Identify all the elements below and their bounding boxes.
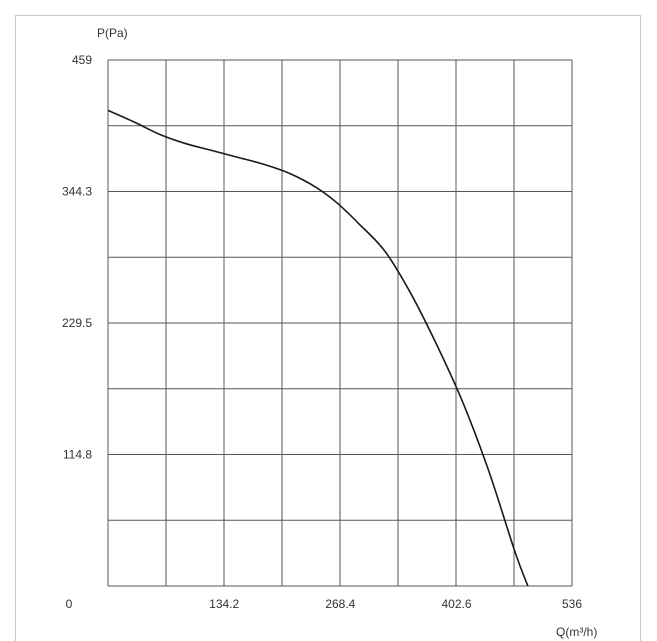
x-tick-label: 134.2 [209, 597, 239, 611]
y-tick-label: 229.5 [62, 316, 92, 330]
x-tick-label: 268.4 [325, 597, 355, 611]
series-line [107, 109, 529, 587]
x-tick-label: 536 [562, 597, 582, 611]
x-tick-label: 402.6 [442, 597, 472, 611]
chart-frame [15, 15, 641, 641]
y-tick-label: 114.8 [63, 447, 92, 461]
grid [107, 59, 573, 587]
y-tick-label: 344.3 [62, 184, 92, 198]
tick-labels: 0 134.2 268.4 402.6 536 114.8 229.5 344.3 459 [62, 53, 582, 611]
y-tick-label: 459 [72, 53, 92, 67]
x-axis-label: Q(m³/h) [556, 625, 597, 639]
y-axis-label: P(Pa) [97, 26, 128, 40]
x-tick-label: 0 [66, 597, 73, 611]
series-layer [107, 109, 529, 587]
